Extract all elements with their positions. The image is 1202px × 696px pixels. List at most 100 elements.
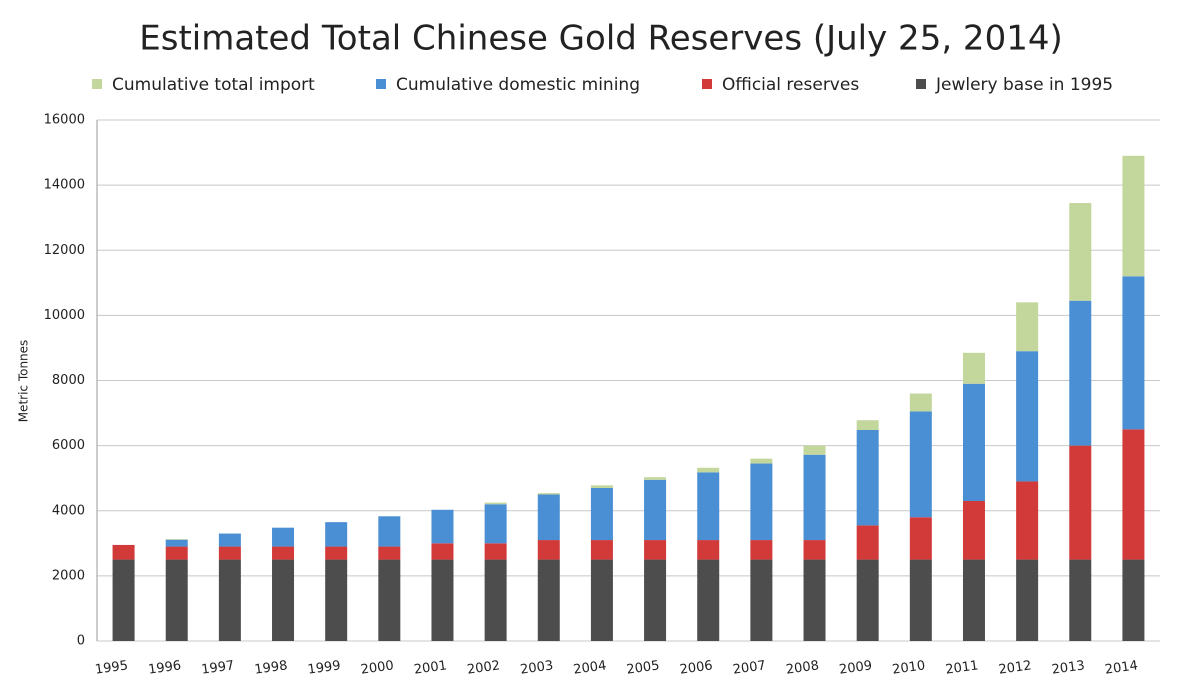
bar-segment xyxy=(644,559,667,641)
x-tick-label: 1996 xyxy=(147,658,182,677)
bar-segment xyxy=(325,559,348,641)
bar-segment xyxy=(484,504,507,544)
bar-segment xyxy=(272,527,295,547)
bar-segment xyxy=(697,559,720,641)
bar-segment xyxy=(1016,302,1039,352)
bar-segment xyxy=(750,540,773,560)
bar-segment xyxy=(378,546,401,560)
x-tick-label: 1997 xyxy=(200,658,235,677)
bar-segment xyxy=(378,516,401,547)
x-tick-label: 2008 xyxy=(785,658,820,677)
bar-segment xyxy=(962,500,985,560)
bar-segment xyxy=(218,533,241,547)
bar-segment xyxy=(272,559,295,641)
chart-title: Estimated Total Chinese Gold Reserves (J… xyxy=(139,19,1062,59)
bar-segment xyxy=(1069,559,1092,641)
bar-segment xyxy=(750,559,773,641)
bar-segment xyxy=(165,539,188,547)
legend-label: Official reserves xyxy=(722,75,859,95)
legend-label: Cumulative domestic mining xyxy=(396,75,640,95)
bar-segment xyxy=(803,559,826,641)
x-tick-label: 2007 xyxy=(732,658,767,677)
bar-segment xyxy=(590,559,613,641)
bar-segment xyxy=(1069,300,1092,446)
bar-segment xyxy=(856,525,879,560)
x-tick-label: 2003 xyxy=(519,658,554,677)
x-tick-label: 2014 xyxy=(1104,658,1139,677)
bar-segment xyxy=(856,559,879,641)
bar-segment xyxy=(590,485,613,488)
bar-segment xyxy=(697,540,720,560)
bar-segment xyxy=(112,559,135,641)
y-tick-label: 0 xyxy=(77,634,85,649)
x-tick-label: 2002 xyxy=(466,658,501,677)
x-tick-label: 1998 xyxy=(254,658,289,677)
bar-segment xyxy=(1016,481,1039,560)
bar-segment xyxy=(803,454,826,541)
bar-segment xyxy=(1122,276,1145,430)
legend-label: Jewlery base in 1995 xyxy=(935,75,1113,95)
bar-segment xyxy=(272,546,295,560)
bar-segment xyxy=(644,540,667,560)
x-tick-label: 2009 xyxy=(838,658,873,677)
x-tick-label: 2012 xyxy=(998,658,1033,677)
bar-segment xyxy=(537,494,560,541)
bar-segment xyxy=(218,559,241,641)
bar-segment xyxy=(431,509,454,544)
y-tick-label: 12000 xyxy=(44,243,85,258)
y-tick-label: 6000 xyxy=(52,438,85,453)
x-tick-label: 2010 xyxy=(891,658,926,677)
y-tick-label: 8000 xyxy=(52,373,85,388)
y-tick-label: 14000 xyxy=(44,178,85,193)
bar-segment xyxy=(484,502,507,505)
bar-segment xyxy=(165,539,188,540)
bar-segment xyxy=(909,517,932,560)
bar-segment xyxy=(1069,445,1092,560)
x-tick-label: 2011 xyxy=(945,658,980,677)
bar-segment xyxy=(1016,559,1039,641)
bar-segment xyxy=(484,543,507,560)
bar-segment xyxy=(325,546,348,560)
legend-swatch xyxy=(702,79,712,89)
bar-segment xyxy=(590,487,613,541)
bar-segment xyxy=(590,540,613,560)
bar-segment xyxy=(909,411,932,518)
bar-segment xyxy=(165,546,188,560)
bar-segment xyxy=(644,477,667,480)
y-tick-label: 10000 xyxy=(44,308,85,323)
bar-segment xyxy=(803,445,826,455)
bar-segment xyxy=(962,559,985,641)
bar-segment xyxy=(750,458,773,464)
bar-segment xyxy=(909,393,932,412)
x-tick-label: 2004 xyxy=(572,658,607,677)
bar-segment xyxy=(750,463,773,541)
bar-segment xyxy=(803,540,826,560)
bar-segment xyxy=(537,493,560,495)
legend-swatch xyxy=(92,79,102,89)
bar-segment xyxy=(431,543,454,560)
bar-segment xyxy=(1069,203,1092,301)
bar-segment xyxy=(378,559,401,641)
x-tick-label: 2005 xyxy=(626,658,661,677)
legend-swatch xyxy=(916,79,926,89)
x-tick-label: 1995 xyxy=(94,658,129,677)
bar-segment xyxy=(1122,559,1145,641)
bar-segment xyxy=(856,429,879,526)
bar-segment xyxy=(1122,155,1145,277)
bar-segment xyxy=(644,479,667,541)
bar-segment xyxy=(537,559,560,641)
bar-segment xyxy=(112,544,135,560)
bar-segment xyxy=(218,546,241,560)
y-tick-label: 4000 xyxy=(52,503,85,518)
bar-segment xyxy=(431,559,454,641)
legend-label: Cumulative total import xyxy=(112,75,315,95)
x-tick-label: 2013 xyxy=(1051,658,1086,677)
bar-segment xyxy=(909,559,932,641)
bar-segment xyxy=(325,522,348,547)
y-axis-label: Metric Tonnes xyxy=(17,340,31,423)
bar-segment xyxy=(1122,429,1145,560)
bar-segment xyxy=(962,383,985,501)
x-tick-label: 2001 xyxy=(413,658,448,677)
legend-swatch xyxy=(376,79,386,89)
